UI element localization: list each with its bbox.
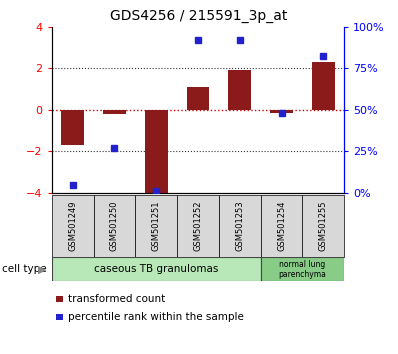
Bar bbox=[94, 195, 135, 257]
Bar bbox=[135, 195, 177, 257]
Bar bbox=[187, 87, 209, 110]
Bar bbox=[52, 195, 94, 257]
Bar bbox=[261, 257, 344, 281]
Text: normal lung
parenchyma: normal lung parenchyma bbox=[279, 260, 326, 279]
Text: GSM501254: GSM501254 bbox=[277, 200, 286, 251]
Text: ▶: ▶ bbox=[37, 264, 46, 274]
Bar bbox=[103, 110, 126, 114]
Bar bbox=[145, 110, 168, 195]
Text: cell type: cell type bbox=[2, 264, 47, 274]
Text: GSM501252: GSM501252 bbox=[193, 200, 203, 251]
Text: GSM501250: GSM501250 bbox=[110, 200, 119, 251]
Bar bbox=[312, 62, 335, 110]
Bar bbox=[219, 195, 261, 257]
Text: GSM501255: GSM501255 bbox=[319, 200, 328, 251]
Text: percentile rank within the sample: percentile rank within the sample bbox=[68, 312, 244, 322]
Text: GSM501253: GSM501253 bbox=[235, 200, 244, 251]
Text: caseous TB granulomas: caseous TB granulomas bbox=[94, 264, 219, 274]
Bar bbox=[261, 195, 302, 257]
Text: GSM501249: GSM501249 bbox=[68, 200, 77, 251]
Bar bbox=[228, 70, 251, 110]
Bar bbox=[61, 110, 84, 145]
Bar bbox=[177, 195, 219, 257]
Text: GDS4256 / 215591_3p_at: GDS4256 / 215591_3p_at bbox=[110, 9, 288, 23]
Text: GSM501251: GSM501251 bbox=[152, 200, 161, 251]
Bar bbox=[270, 110, 293, 113]
Bar bbox=[302, 195, 344, 257]
Text: transformed count: transformed count bbox=[68, 294, 165, 304]
Bar bbox=[52, 257, 261, 281]
